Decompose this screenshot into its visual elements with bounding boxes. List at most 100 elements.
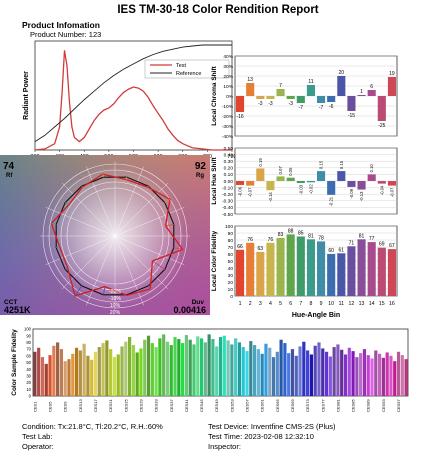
rf-label: Rf xyxy=(6,173,13,179)
ces-bar xyxy=(188,339,192,396)
chroma-shift-bar xyxy=(236,96,245,112)
ces-bar xyxy=(298,346,302,396)
cvg-ring-label: -10% xyxy=(109,296,121,302)
ces-bar xyxy=(317,342,321,396)
ces-x-tick-label: CES77 xyxy=(320,399,325,412)
ces-bar xyxy=(203,342,207,396)
inspector-text: Inspector: xyxy=(208,442,241,451)
fidelity-y-tick-label: 50 xyxy=(228,259,234,265)
ces-bar xyxy=(404,359,408,396)
ces-bar xyxy=(328,356,332,396)
fidelity-bar xyxy=(306,239,315,296)
ces-bar xyxy=(59,349,64,396)
ces-bar xyxy=(86,355,90,396)
ces-bar xyxy=(381,357,385,396)
report-title: IES TM-30-18 Color Rendition Report xyxy=(117,4,319,16)
ces-bar xyxy=(154,347,158,396)
ces-bar xyxy=(234,338,238,396)
chroma-shift-data-label: -3 xyxy=(258,101,263,107)
hue-shift-bar xyxy=(337,171,346,181)
fidelity-x-tick-label: 10 xyxy=(328,301,334,307)
chroma-shift-bar xyxy=(256,96,265,99)
ces-bar xyxy=(309,354,314,396)
chroma-shift-data-label: 19 xyxy=(389,71,395,77)
chroma-shift-y-tick-label: 40% xyxy=(223,54,233,60)
chroma-shift-bar xyxy=(317,96,326,103)
ces-bar xyxy=(67,359,71,396)
ces-bar xyxy=(169,345,173,396)
ces-bar xyxy=(184,335,189,396)
ces-bar xyxy=(105,340,109,396)
ces-bar xyxy=(374,350,378,396)
ces-bar xyxy=(396,351,401,396)
fidelity-bar xyxy=(236,249,245,296)
chroma-shift-data-label: -7 xyxy=(319,105,324,111)
fidelity-data-label: 78 xyxy=(318,235,324,241)
hue-shift-data-label: -0.03 xyxy=(298,184,303,194)
ces-bar xyxy=(237,342,242,396)
hue-shift-bar xyxy=(306,181,315,183)
product-number: Product Number: 123 xyxy=(30,30,102,39)
rf-value: 74 xyxy=(3,161,15,172)
chroma-shift-data-label: 7 xyxy=(279,83,282,89)
fidelity-y-tick-label: 70 xyxy=(228,245,234,251)
ces-bar xyxy=(131,345,135,396)
spd-y-axis-label: Radiant Power xyxy=(23,71,30,120)
ces-x-tick-label: CES57 xyxy=(245,399,250,412)
fidelity-data-label: 60 xyxy=(328,248,334,254)
ces-x-tick-label: CES61 xyxy=(260,399,265,412)
ces-bar xyxy=(97,347,101,396)
product-info-heading: Product Infomation xyxy=(22,20,100,30)
cvg-spoke xyxy=(114,235,144,306)
ces-y-tick-label: 70 xyxy=(26,347,31,352)
cvg-spoke xyxy=(45,235,116,265)
hue-shift-y-tick-label: -0.20 xyxy=(222,192,233,198)
ces-x-tick-label: CES65 xyxy=(275,399,280,412)
ces-bar xyxy=(252,345,257,396)
ces-bar xyxy=(44,363,48,396)
cvg-vector-arrow xyxy=(147,185,149,188)
ces-bar xyxy=(287,353,291,396)
chroma-shift-y-tick-label: -40% xyxy=(222,134,234,140)
ces-x-tick-label: CES53 xyxy=(229,399,234,412)
ces-y-tick-label: 10 xyxy=(26,387,31,392)
ces-bar xyxy=(196,336,200,396)
ces-x-tick-label: CES73 xyxy=(305,399,310,412)
cvg-vector-arrow xyxy=(56,246,60,249)
ces-bar xyxy=(268,347,272,396)
cvg-vector-arrow xyxy=(64,267,68,270)
ces-bar xyxy=(139,348,143,396)
hue-shift-bar xyxy=(377,181,386,184)
ces-bar xyxy=(362,349,367,396)
chroma-shift-y-tick-label: 30% xyxy=(223,64,233,70)
cvg-spoke xyxy=(114,235,185,265)
hue-shift-data-label: -0.14 xyxy=(268,192,273,202)
fidelity-y-tick-label: 10 xyxy=(228,287,234,293)
cvg-spoke xyxy=(114,235,169,290)
ces-bar xyxy=(150,343,154,396)
fidelity-bar xyxy=(286,234,295,296)
cvg-vector-arrow xyxy=(102,286,106,295)
ces-bar xyxy=(222,335,226,396)
spd-reference-line xyxy=(34,44,232,142)
cvg-vector-arrow xyxy=(74,285,83,297)
fidelity-x-tick-label: 7 xyxy=(299,301,302,307)
ces-bar xyxy=(109,349,113,396)
fidelity-y-tick-label: 100 xyxy=(225,224,233,230)
ces-bar xyxy=(324,351,329,396)
ces-bar xyxy=(271,357,276,396)
fidelity-x-tick-label: 13 xyxy=(359,301,365,307)
fidelity-bar xyxy=(266,242,275,296)
hue-shift-data-label: -0.07 xyxy=(389,187,394,197)
chroma-shift-bar xyxy=(276,89,285,96)
chroma-shift-bar xyxy=(286,96,295,99)
ces-bar xyxy=(124,341,128,396)
hue-shift-bar xyxy=(276,176,285,181)
spd-legend-test-label: Test xyxy=(176,63,187,69)
ces-bar xyxy=(359,353,363,396)
fidelity-x-tick-label: 8 xyxy=(309,301,312,307)
cvg-vector-arrow xyxy=(64,202,69,206)
chroma-shift-y-tick-label: 20% xyxy=(223,74,233,80)
ces-bar xyxy=(71,353,75,396)
